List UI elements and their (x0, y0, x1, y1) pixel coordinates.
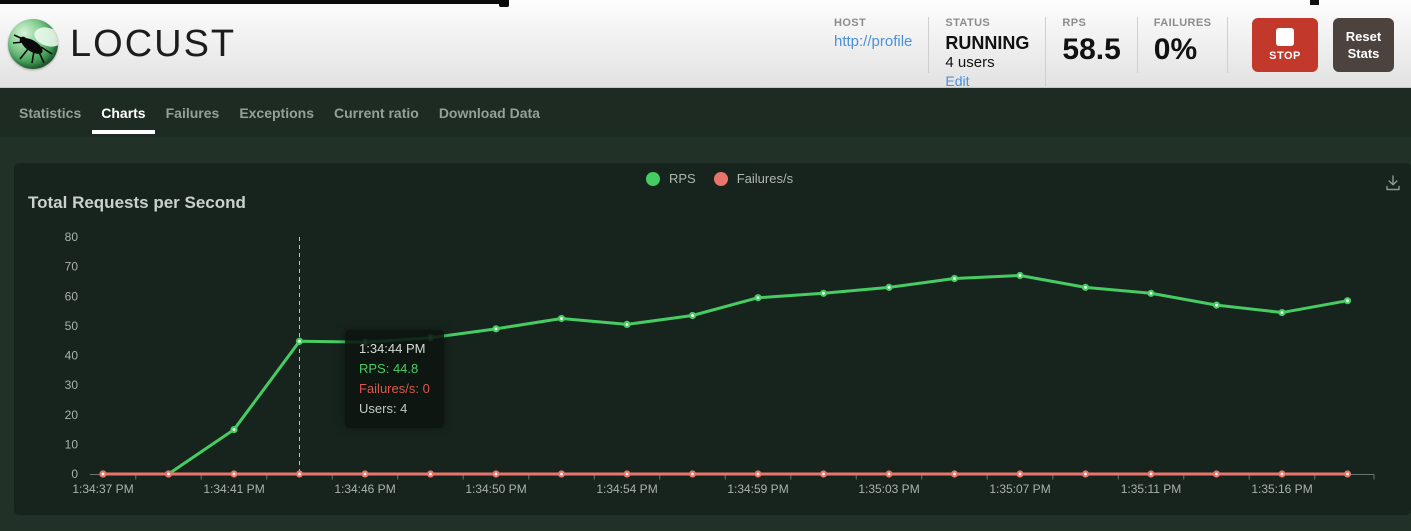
svg-text:1:34:46 PM: 1:34:46 PM (334, 482, 395, 496)
screen-artifact-bar (0, 0, 505, 4)
svg-text:1:35:03 PM: 1:35:03 PM (858, 482, 919, 496)
rps-chart-panel: Total Requests per Second RPS Failures/s … (14, 163, 1411, 515)
svg-text:80: 80 (65, 230, 79, 244)
svg-text:30: 30 (65, 378, 79, 392)
reset-stats-button[interactable]: Reset Stats (1333, 18, 1394, 72)
svg-text:1:35:16 PM: 1:35:16 PM (1251, 482, 1312, 496)
svg-text:1:35:11 PM: 1:35:11 PM (1121, 482, 1181, 496)
chart-title: Total Requests per Second (28, 193, 246, 213)
legend-dot-rps (646, 171, 660, 186)
nav-tab-statistics[interactable]: Statistics (19, 104, 82, 121)
svg-text:60: 60 (65, 289, 79, 303)
host-link[interactable]: http://profile (834, 33, 913, 50)
edit-users-link[interactable]: Edit (945, 73, 970, 89)
header-buttons: STOP Reset Stats (1252, 18, 1394, 72)
svg-text:50: 50 (65, 319, 79, 333)
svg-text:1:34:50 PM: 1:34:50 PM (465, 482, 526, 496)
screen-artifact-nub (499, 0, 509, 7)
chart-canvas[interactable]: 0 10 20 30 40 50 60 70 80 1:34:37 PM 1:34:41 PM 1:3… (14, 163, 1411, 515)
legend-item-rps[interactable]: RPS (646, 171, 696, 186)
host-label: HOST (834, 17, 867, 29)
app-header: LOCUST HOST http://profile STATUS RUNNIN… (0, 0, 1411, 91)
legend-label-failures-s: Failures/s (736, 171, 794, 186)
locust-logo[interactable]: LOCUST (8, 19, 236, 69)
rps-stat: RPS 58.5 (1046, 17, 1138, 73)
main-nav: Statistics Charts Failures Exceptions Curren… (0, 88, 1411, 137)
svg-text:40: 40 (65, 349, 79, 363)
stop-button[interactable]: STOP (1252, 18, 1318, 72)
svg-text:1:34:54 PM: 1:34:54 PM (596, 482, 657, 496)
rps-value: 58.5 (1062, 33, 1121, 66)
nav-tab-failures[interactable]: Failures (165, 104, 220, 121)
legend-item-failures-s[interactable]: Failures/s (713, 171, 794, 186)
screen-artifact-tick (1310, 0, 1319, 5)
download-icon (1386, 175, 1400, 191)
failures-value: 0% (1153, 33, 1198, 66)
locust-logo-icon (8, 19, 58, 69)
stop-button-label: STOP (1269, 50, 1301, 62)
svg-text:20: 20 (65, 408, 79, 422)
download-chart-button[interactable] (1383, 173, 1403, 193)
legend-dot-failures-s (713, 171, 728, 186)
svg-text:1:34:41 PM: 1:34:41 PM (203, 482, 264, 496)
nav-tab-charts[interactable]: Charts (91, 88, 155, 137)
status-label: STATUS (945, 17, 991, 29)
host-stat: HOST http://profile (818, 17, 930, 73)
status-value: RUNNING (945, 33, 1030, 53)
svg-text:1:34:37 PM: 1:34:37 PM (72, 482, 133, 496)
chart-legend: RPS Failures/s (646, 171, 811, 186)
stop-icon (1276, 28, 1294, 46)
svg-text:1:34:59 PM: 1:34:59 PM (727, 482, 788, 496)
svg-text:0: 0 (71, 467, 78, 481)
nav-tab-exceptions[interactable]: Exceptions (239, 104, 315, 121)
svg-text:1:35:07 PM: 1:35:07 PM (989, 482, 1050, 496)
legend-label-rps: RPS (669, 171, 696, 186)
svg-text:70: 70 (65, 260, 79, 274)
nav-tab-download-data[interactable]: Download Data (438, 104, 540, 121)
nav-tab-current-ratio[interactable]: Current ratio (334, 104, 419, 121)
failures-stat: FAILURES 0% (1138, 17, 1229, 73)
failures-label: FAILURES (1153, 17, 1212, 29)
svg-text:10: 10 (65, 437, 79, 451)
logo-text: LOCUST (70, 22, 237, 65)
header-stats: HOST http://profile STATUS RUNNING 4 use… (818, 17, 1229, 91)
status-stat: STATUS RUNNING 4 users Edit (929, 17, 1047, 91)
rps-label: RPS (1062, 17, 1087, 29)
status-users: 4 users (945, 54, 995, 71)
